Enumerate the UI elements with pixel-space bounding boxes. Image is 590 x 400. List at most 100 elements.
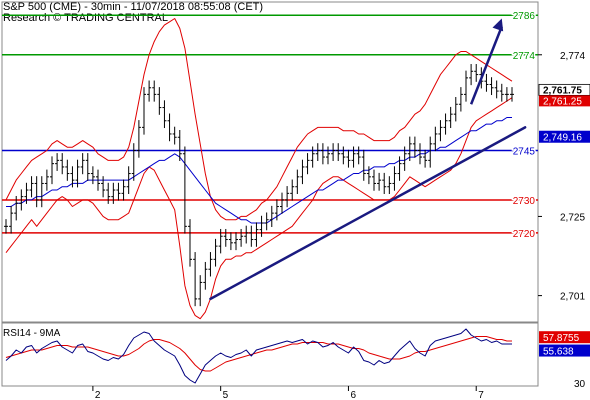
price-bar xyxy=(101,176,106,198)
price-bar xyxy=(234,232,238,251)
price-bar xyxy=(320,143,325,165)
rsi-ma-line xyxy=(5,336,512,372)
price-bar xyxy=(223,228,228,247)
price-bar xyxy=(111,182,116,204)
y-tick-label: 2,701 xyxy=(560,292,585,303)
price-bar xyxy=(484,73,489,92)
price-bar xyxy=(443,113,448,135)
forecast-arrow-shaft xyxy=(469,26,503,105)
price-bar xyxy=(504,87,509,102)
price-bar xyxy=(213,238,218,267)
price-bar xyxy=(300,159,305,185)
price-bar xyxy=(34,176,39,208)
x-tick-label: 2 xyxy=(95,390,101,400)
price-bar xyxy=(70,166,75,188)
price-bar xyxy=(126,166,131,194)
price-bar xyxy=(80,153,85,175)
price-bar xyxy=(397,156,402,181)
price-bar xyxy=(60,153,65,175)
price-panel-frame xyxy=(1,1,539,323)
price-bar xyxy=(96,169,100,191)
x-tick-label: 7 xyxy=(478,390,484,400)
price-bar xyxy=(254,222,259,247)
price-bar xyxy=(382,172,387,194)
last-price-label: 2,761.75 xyxy=(543,85,582,96)
price-bar xyxy=(510,87,514,102)
bollinger-lower-line xyxy=(5,97,513,320)
price-bar xyxy=(39,176,44,208)
price-bar xyxy=(341,146,346,165)
price-bar xyxy=(188,219,192,267)
rsi-indicator-label: RSI14 - 9MA xyxy=(3,328,61,339)
rsi-value-box xyxy=(539,344,590,357)
last-price-box-2 xyxy=(539,95,590,107)
price-bar xyxy=(9,205,14,234)
price-bar xyxy=(85,153,90,181)
price-bar xyxy=(372,169,376,191)
price-bar xyxy=(438,120,443,142)
price-bar xyxy=(203,261,208,290)
price-bar xyxy=(157,87,162,115)
price-bar xyxy=(433,126,438,152)
forecast-arrow-head xyxy=(492,18,504,32)
price-bar xyxy=(366,166,371,185)
price-bar xyxy=(387,176,392,194)
price-bar xyxy=(392,166,397,191)
price-bar xyxy=(147,80,152,102)
price-bar xyxy=(346,149,351,168)
price-bar xyxy=(106,182,111,204)
price-bar xyxy=(29,176,34,198)
x-tick-label: 5 xyxy=(223,390,229,400)
level-label-2774: 2774 xyxy=(513,51,536,62)
price-bar xyxy=(264,212,269,231)
price-bar xyxy=(152,80,157,102)
price-bar xyxy=(65,159,70,181)
last-price-label-2: 2,761.25 xyxy=(543,96,582,107)
price-bar xyxy=(19,189,24,211)
rsi-y-tick-label: 30 xyxy=(574,379,586,390)
support-trend-line xyxy=(209,126,527,301)
price-bar xyxy=(218,228,223,254)
price-bar xyxy=(453,97,458,122)
price-bar xyxy=(361,149,366,181)
price-bar xyxy=(208,252,213,277)
moving-average-line xyxy=(6,117,512,224)
price-bar xyxy=(305,153,310,175)
price-bar xyxy=(448,106,453,129)
price-bar xyxy=(244,225,249,244)
price-bar xyxy=(55,153,60,171)
bollinger-upper-line xyxy=(5,18,513,221)
price-bar xyxy=(351,146,356,168)
price-bar xyxy=(142,87,146,135)
rsi-value-label: 55.638 xyxy=(543,347,574,358)
price-bar xyxy=(167,113,172,142)
highlight-price-label: 2,749.16 xyxy=(543,133,582,144)
x-tick-label: 6 xyxy=(350,390,356,400)
price-bar xyxy=(412,136,417,158)
price-bar xyxy=(239,228,244,247)
price-bar xyxy=(90,166,95,185)
price-bar xyxy=(402,146,407,171)
price-bar xyxy=(494,80,499,99)
price-bar xyxy=(326,146,330,165)
price-bar xyxy=(162,100,167,129)
rsi-panel-frame xyxy=(1,322,539,387)
price-bar xyxy=(377,172,382,191)
price-bar xyxy=(274,199,279,221)
price-bar xyxy=(469,64,474,86)
price-bar xyxy=(290,179,295,201)
price-bar xyxy=(14,195,19,221)
price-bar xyxy=(259,215,264,237)
price-bar xyxy=(116,182,121,201)
price-bar xyxy=(474,64,479,82)
price-bar xyxy=(269,205,274,227)
price-bar xyxy=(423,149,428,168)
price-bar xyxy=(193,252,198,307)
level-label-2720: 2720 xyxy=(513,229,536,240)
price-bar xyxy=(44,169,49,191)
price-bar xyxy=(182,146,187,234)
price-bar xyxy=(121,179,126,201)
price-bar xyxy=(131,143,136,181)
rsi-line xyxy=(5,328,512,384)
